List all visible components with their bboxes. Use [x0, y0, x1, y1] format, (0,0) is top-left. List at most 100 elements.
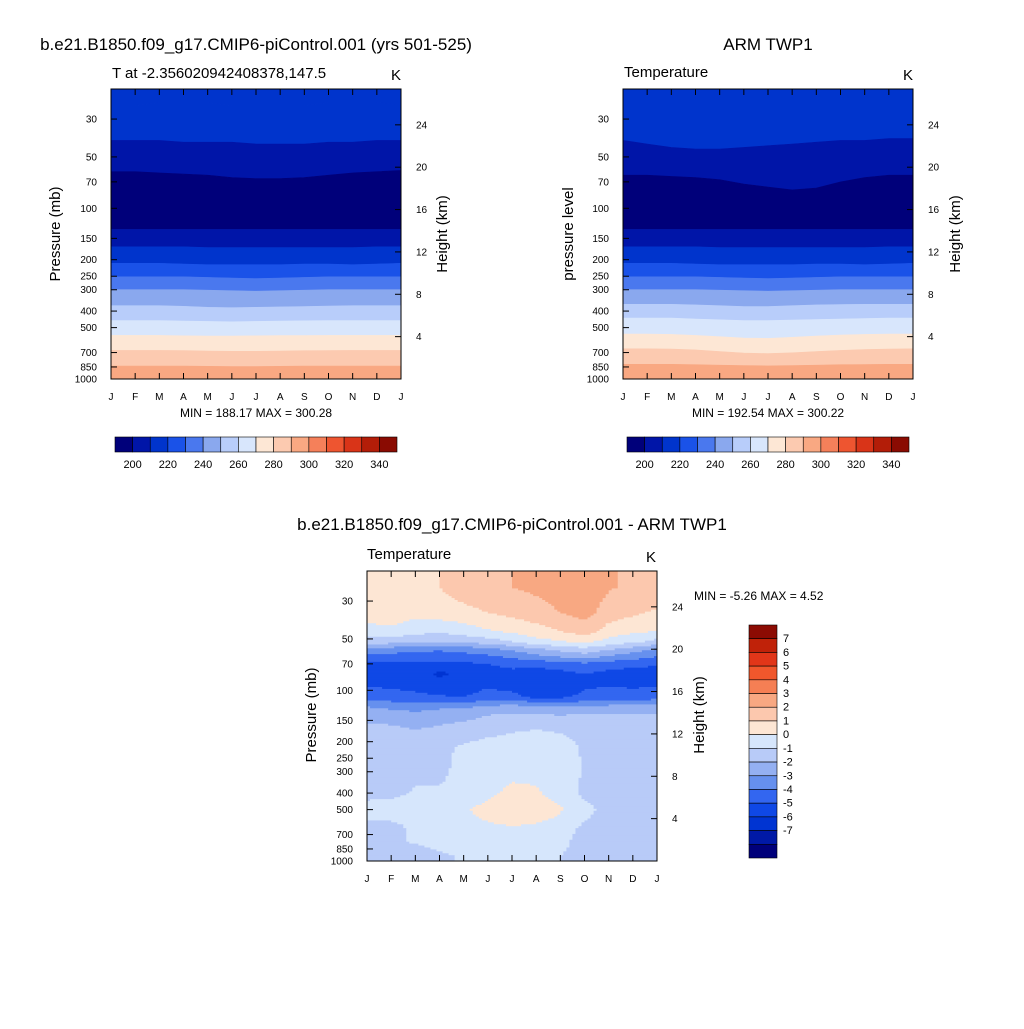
contour-cell	[578, 781, 658, 785]
contour-cell	[545, 625, 607, 628]
contour-cell	[367, 723, 389, 727]
y-tick-label: 1000	[75, 375, 98, 386]
contour-cell	[512, 640, 567, 643]
contour-cell	[439, 580, 513, 583]
contour-cell	[367, 735, 498, 738]
contour-cell	[581, 758, 658, 761]
contour-cell	[409, 791, 501, 794]
contour-cell	[496, 688, 585, 692]
y-tick-label: 50	[342, 634, 354, 645]
contour-cell	[578, 783, 658, 786]
contour-cell	[367, 716, 483, 719]
contour-cell	[367, 576, 440, 580]
contour-cell	[542, 793, 579, 796]
x-tick-label: S	[557, 874, 564, 885]
contour-cell	[433, 650, 443, 653]
contour-cell	[587, 818, 658, 821]
contour-cell	[478, 739, 573, 742]
contour-cell	[367, 729, 531, 732]
contour-cell	[367, 833, 407, 837]
y-tick-label: 850	[592, 362, 609, 373]
contour-cell	[415, 785, 507, 788]
contour-cell	[581, 795, 658, 798]
height-tick-label: 20	[672, 645, 684, 656]
height-tick-label: 4	[672, 814, 678, 825]
contour-cell	[578, 746, 658, 750]
contour-cell	[653, 656, 658, 659]
contour-cell	[445, 779, 579, 783]
y-tick-label: 700	[336, 830, 353, 841]
contour-cell	[617, 582, 658, 585]
contour-cell	[569, 839, 658, 843]
colorbar-swatch	[748, 638, 778, 653]
contour-cell	[367, 748, 455, 752]
contour-cell	[367, 619, 410, 622]
contour-cell	[367, 853, 449, 856]
contour-cell	[466, 719, 658, 723]
contour-cell	[605, 644, 652, 647]
contour-cell	[539, 596, 607, 599]
colorbar-swatch	[820, 436, 839, 453]
contour-cell	[554, 816, 591, 819]
contour-cell	[602, 627, 658, 630]
contour-cell	[527, 634, 619, 638]
y-tick-label: 700	[80, 348, 97, 359]
contour-cell	[367, 596, 452, 599]
contour-cell	[367, 681, 658, 684]
contour-cell	[548, 818, 588, 821]
colorbar-label: 0	[783, 729, 789, 741]
colorbar-label: 2	[783, 702, 789, 714]
contour-cell	[599, 605, 658, 609]
contour-cell	[578, 745, 658, 748]
y-tick-label: 30	[86, 115, 98, 126]
contour-cell	[367, 650, 434, 653]
height-tick-label: 8	[416, 290, 422, 301]
contour-cell	[367, 687, 383, 690]
contour-cell	[382, 687, 597, 690]
obs-subtitle-left: Temperature	[624, 64, 708, 81]
contour-cell	[367, 754, 452, 757]
contour-cell	[602, 600, 658, 603]
contour-cell	[650, 644, 658, 647]
contour-cell	[581, 774, 658, 777]
contour-cell	[436, 849, 567, 852]
contour-cell	[496, 613, 567, 616]
contour-cell	[448, 673, 658, 676]
contour-cell	[454, 598, 543, 601]
contour-cell	[593, 812, 658, 815]
contour-cell	[406, 828, 576, 831]
contour-cell	[499, 704, 519, 707]
contour-cell	[518, 588, 613, 591]
colorbar-swatch	[714, 436, 734, 453]
colorbar-swatch	[290, 436, 310, 453]
contour-cell	[367, 824, 404, 827]
diff-panel: b.e21.B1850.f09_g17.CMIP6-piControl.001 …	[297, 515, 824, 885]
colorbar-label: 200	[635, 459, 653, 471]
contour-cell	[367, 671, 437, 674]
contour-cell	[367, 717, 477, 721]
contour-cell	[496, 735, 567, 738]
colorbar-swatch	[697, 436, 716, 453]
colorbar-swatch	[750, 436, 769, 453]
contour-cell	[391, 700, 477, 703]
y-tick-label: 500	[336, 805, 353, 816]
contour-cell	[439, 574, 513, 578]
contour-cell	[557, 814, 591, 817]
contour-cell	[539, 787, 579, 790]
x-tick-label: D	[885, 392, 892, 403]
y-tick-label: 200	[592, 255, 609, 266]
y-tick-label: 400	[336, 789, 353, 800]
contour-cell	[367, 810, 474, 814]
contour-cell	[451, 764, 582, 767]
contour-cell	[457, 600, 546, 603]
contour-cell	[530, 783, 579, 786]
contour-cell	[367, 731, 516, 734]
contour-cell	[454, 746, 579, 750]
contour-cell	[427, 692, 474, 696]
model-panel: b.e21.B1850.f09_g17.CMIP6-piControl.001 …	[40, 35, 472, 471]
contour-cell	[581, 661, 588, 665]
contour-cell	[367, 663, 492, 667]
contour-cell	[439, 576, 513, 580]
contour-cell	[554, 731, 658, 734]
contour-cell	[394, 797, 492, 800]
